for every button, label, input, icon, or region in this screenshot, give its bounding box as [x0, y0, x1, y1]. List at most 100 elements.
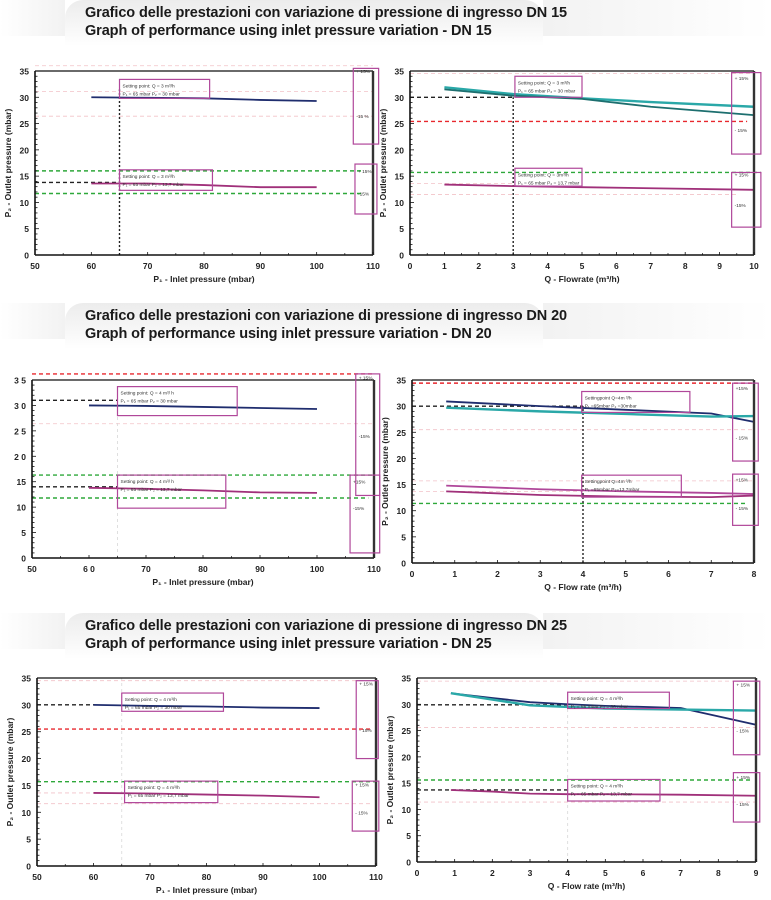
tolerance-minus-label: - 15%	[736, 436, 749, 442]
x-axis-label: Q - Flow rate (m³/h)	[548, 881, 626, 891]
setting-point-values: P₁ =65mbar P₂=13,7mbar	[585, 487, 640, 493]
tolerance-plus-label: + 15%	[735, 173, 749, 179]
y-tick-label: 0	[26, 862, 31, 872]
y-tick-label: 15	[22, 781, 32, 791]
setting-point-values: P₁ = 65 mbar P₂ = 13,7 mbar	[518, 180, 580, 186]
tolerance-minus-label: -15%	[359, 434, 371, 440]
x-axis-label: P₁ - Inlet pressure (mbar)	[152, 577, 253, 587]
setting-point-box	[514, 75, 583, 98]
x-tick-label: 1	[452, 868, 457, 878]
y-tick-label: 10	[397, 506, 407, 516]
tolerance-plus-label: + 15%	[355, 782, 369, 788]
y-axis-label: P₂ - Outlet pressure (mbar)	[380, 417, 390, 526]
y-tick-label: 3 5	[14, 376, 26, 386]
setting-point-box	[121, 692, 225, 712]
y-tick-label: 5	[26, 835, 31, 845]
x-tick-label: 7	[709, 569, 714, 579]
x-tick-label: 8	[716, 868, 721, 878]
y-tick-label: 20	[397, 454, 407, 464]
tolerance-plus-label: +15%	[736, 386, 749, 392]
y-tick-label: 10	[402, 805, 412, 815]
x-tick-label: 0	[415, 868, 420, 878]
tolerance-plus-label: +15%	[736, 477, 749, 483]
setting-point-label: Setting point: Q = 4 m³/h	[128, 785, 180, 791]
y-axis-label: P₂ - Outlet pressure (mbar)	[378, 109, 388, 218]
header-fade	[543, 303, 771, 339]
x-tick-label: 1	[452, 569, 457, 579]
setting-point-values: P₁ = 65 mbar P₂ = 30 mbar	[571, 704, 629, 710]
x-tick-label: 110	[366, 261, 380, 271]
x-tick-label: 90	[256, 261, 266, 271]
x-tick-label: 7	[648, 261, 653, 271]
setting-point-values: P₁ = 65 mbar P₂ = 13,7 mbar	[128, 793, 190, 799]
y-tick-label: 0	[399, 251, 404, 261]
y-tick-label: 30	[402, 700, 412, 710]
setting-point-label: Setting point: Q = 4 m³/ h	[121, 391, 175, 397]
section-header-dn15: Grafico delle prestazioni con variazione…	[0, 0, 771, 46]
tolerance-box	[351, 780, 380, 832]
x-tick-label: 10	[749, 261, 759, 271]
x-tick-label: 0	[410, 569, 415, 579]
section-title-italian: Grafico delle prestazioni con variazione…	[85, 5, 568, 21]
setting-point-values: P₁ = 65 mbar P₂ = 30 mbar	[518, 88, 576, 94]
tolerance-plus-label: + 15%	[735, 76, 749, 82]
y-tick-label: 20	[22, 754, 32, 764]
tolerance-minus-label: -15%	[353, 506, 365, 512]
tolerance-minus-label: - 15%	[736, 729, 749, 735]
setting-point-label: Setting point: Q = 3 m³/h	[123, 83, 175, 89]
tolerance-minus-label: -15%	[358, 191, 370, 197]
section-title-italian: Grafico delle prestazioni con variazione…	[85, 308, 568, 324]
setting-point-values: P₁ =65mbar P₂ =30mbar	[585, 404, 637, 410]
setting-point-box	[514, 167, 583, 187]
setting-point-box	[116, 474, 227, 509]
setting-point-box	[123, 780, 219, 804]
tolerance-minus-label: - 15%	[735, 128, 748, 134]
y-tick-label: 0	[24, 251, 29, 261]
tolerance-box	[731, 71, 762, 155]
y-tick-label: 0	[401, 559, 406, 569]
y-tick-label: 25	[402, 726, 412, 736]
setting-point-values: P₁ = 65 mbar P₂ = 30 mbar	[123, 91, 181, 97]
y-tick-label: 30	[20, 93, 30, 103]
y-tick-label: 10	[20, 198, 30, 208]
y-tick-label: 15	[402, 779, 412, 789]
y-tick-label: 15	[395, 172, 405, 182]
tolerance-plus-label: + 15%	[359, 681, 373, 687]
tolerance-plus-label: + 15%	[356, 69, 370, 75]
section-title-english: Graph of performance using inlet pressur…	[85, 636, 492, 652]
y-tick-label: 35	[395, 67, 405, 77]
series-line-pink-box	[446, 484, 755, 495]
header-fade	[543, 613, 771, 649]
y-tick-label: 15	[397, 480, 407, 490]
x-tick-label: 9	[754, 868, 759, 878]
y-tick-label: 25	[397, 428, 407, 438]
y-tick-label: 5	[24, 224, 29, 234]
y-tick-label: 25	[395, 119, 405, 129]
header-fade	[0, 303, 65, 339]
y-tick-label: 20	[395, 145, 405, 155]
y-tick-label: 5	[406, 831, 411, 841]
y-tick-label: 25	[22, 727, 32, 737]
tolerance-minus-label: - 15%	[359, 728, 372, 734]
setting-point-label: Setting point: Q = 4 m³/h	[571, 783, 623, 789]
y-tick-label: 20	[402, 752, 412, 762]
tolerance-minus-label: - 15%	[355, 810, 368, 816]
y-tick-label: 10	[22, 808, 32, 818]
tolerance-box	[355, 373, 381, 497]
x-tick-label: 0	[408, 261, 413, 271]
x-tick-label: 5	[603, 868, 608, 878]
y-tick-label: 35	[402, 674, 412, 684]
y-tick-label: 5	[399, 224, 404, 234]
tolerance-plus-label: + 15%	[736, 682, 750, 688]
tolerance-minus-label: -15 %	[356, 114, 369, 120]
x-tick-label: 4	[565, 868, 570, 878]
section-title-italian: Grafico delle prestazioni con variazione…	[85, 618, 568, 634]
x-tick-label: 60	[87, 261, 97, 271]
x-axis-label: Q - Flow rate (m³/h)	[544, 582, 622, 592]
series-line-magenta	[93, 792, 320, 799]
tolerance-plus-label: +15%	[353, 480, 366, 486]
y-tick-label: 5	[21, 528, 26, 538]
x-tick-label: 50	[30, 261, 40, 271]
